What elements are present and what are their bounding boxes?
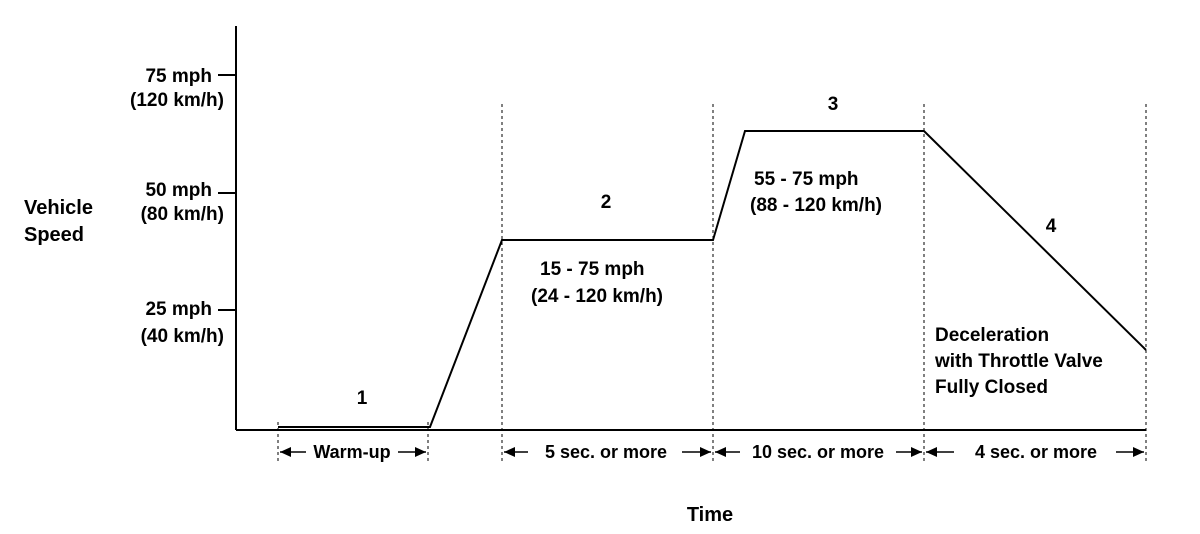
speed-profile-line <box>278 130 1147 428</box>
y-tick-label-25-kmh: (40 km/h) <box>141 326 224 347</box>
phase-3-range-mph: 55 - 75 mph <box>754 169 859 190</box>
duration-arrow-phase-2 <box>504 447 711 457</box>
duration-arrow-phase-4 <box>926 447 1144 457</box>
y-tick-label-50-kmh: (80 km/h) <box>141 204 224 225</box>
phase-4-note-line-3: Fully Closed <box>935 377 1048 398</box>
duration-label-phase-4: 4 sec. or more <box>975 442 1097 462</box>
x-axis-title: Time <box>687 504 733 526</box>
phase-4-number: 4 <box>1046 216 1057 237</box>
y-tick-label-25-mph: 25 mph <box>145 299 212 320</box>
duration-arrow-phase-3 <box>715 447 922 457</box>
phase-2-range-mph: 15 - 75 mph <box>540 259 645 280</box>
duration-label-warmup: Warm-up <box>313 442 390 462</box>
phase-4-note-line-2: with Throttle Valve <box>934 351 1103 372</box>
duration-label-phase-3: 10 sec. or more <box>752 442 884 462</box>
y-axis-title-line-1: Vehicle <box>24 197 93 219</box>
duration-arrow-warmup <box>280 447 426 457</box>
duration-label-phase-2: 5 sec. or more <box>545 442 667 462</box>
y-axis-title-line-2: Speed <box>24 224 84 246</box>
phase-4-note-line-1: Deceleration <box>935 325 1049 346</box>
phase-1-number: 1 <box>357 388 368 409</box>
phase-2-range-kmh: (24 - 120 km/h) <box>531 286 663 307</box>
phase-3-number: 3 <box>828 94 839 115</box>
y-tick-label-75-mph: 75 mph <box>145 66 212 87</box>
phase-2-number: 2 <box>601 192 612 213</box>
y-tick-label-75-kmh: (120 km/h) <box>130 90 224 111</box>
phase-3-range-kmh: (88 - 120 km/h) <box>750 195 882 216</box>
y-tick-label-50-mph: 50 mph <box>145 180 212 201</box>
